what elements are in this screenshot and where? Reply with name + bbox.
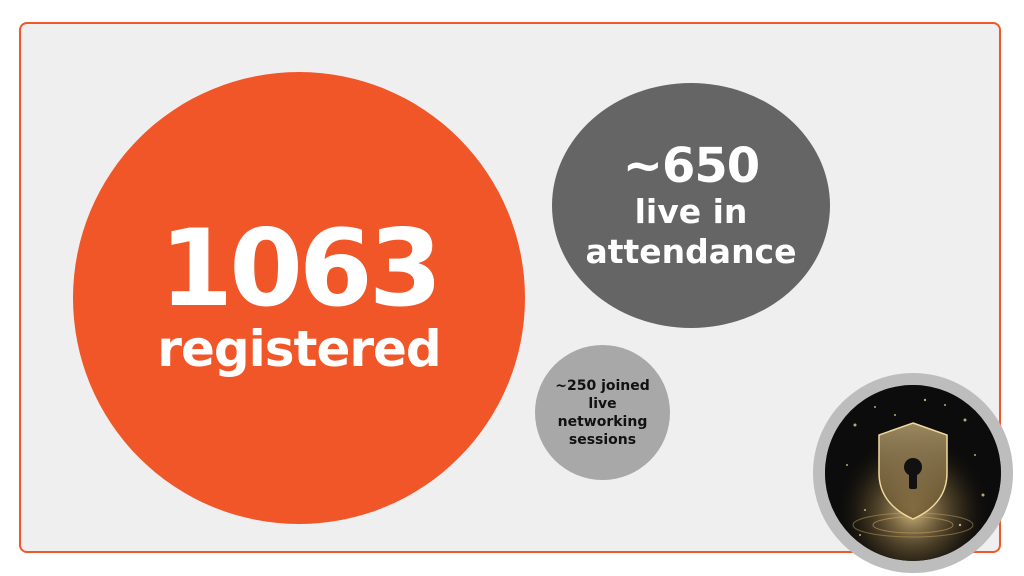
shield-lock-icon <box>825 385 1001 561</box>
registered-number: 1063 <box>159 207 442 330</box>
attendance-circle: ~650 live in attendance <box>552 83 830 328</box>
networking-circle: ~250 joined live networking sessions <box>535 345 670 480</box>
attendance-label: live in attendance <box>585 191 797 271</box>
attendance-number: ~650 <box>622 137 760 194</box>
registered-label: registered <box>157 320 441 378</box>
registered-circle: 1063 registered <box>73 72 525 524</box>
security-image <box>825 385 1001 561</box>
security-image-frame <box>813 373 1013 573</box>
networking-text: ~250 joined live networking sessions <box>555 377 650 448</box>
